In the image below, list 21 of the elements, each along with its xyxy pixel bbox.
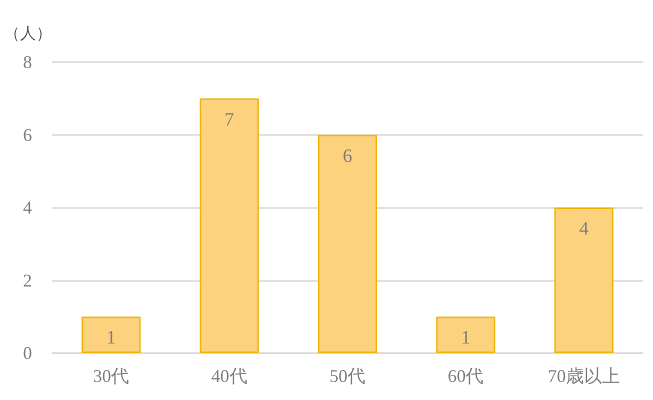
y-tick-label: 2 <box>23 270 32 290</box>
x-tick-label: 70歳以上 <box>548 366 620 386</box>
y-tick-label: 4 <box>23 198 32 218</box>
y-tick-label: 0 <box>23 343 32 363</box>
data-label: 7 <box>224 109 234 130</box>
bar <box>436 316 496 353</box>
bar <box>554 208 614 353</box>
data-label: 1 <box>106 328 116 349</box>
y-tick-label: 8 <box>23 52 32 72</box>
x-tick-label: 40代 <box>211 366 248 386</box>
data-label: 4 <box>579 218 590 240</box>
data-label: 1 <box>460 328 470 349</box>
data-label: 6 <box>342 146 352 167</box>
x-tick-label: 50代 <box>330 366 366 386</box>
bar <box>318 134 378 353</box>
y-tick-label: 6 <box>23 124 32 145</box>
x-tick-label: 30代 <box>93 366 130 386</box>
x-tick-label: 60代 <box>448 366 484 386</box>
bar <box>200 98 259 353</box>
y-axis-title: （人） <box>4 26 52 42</box>
bar <box>82 316 141 353</box>
